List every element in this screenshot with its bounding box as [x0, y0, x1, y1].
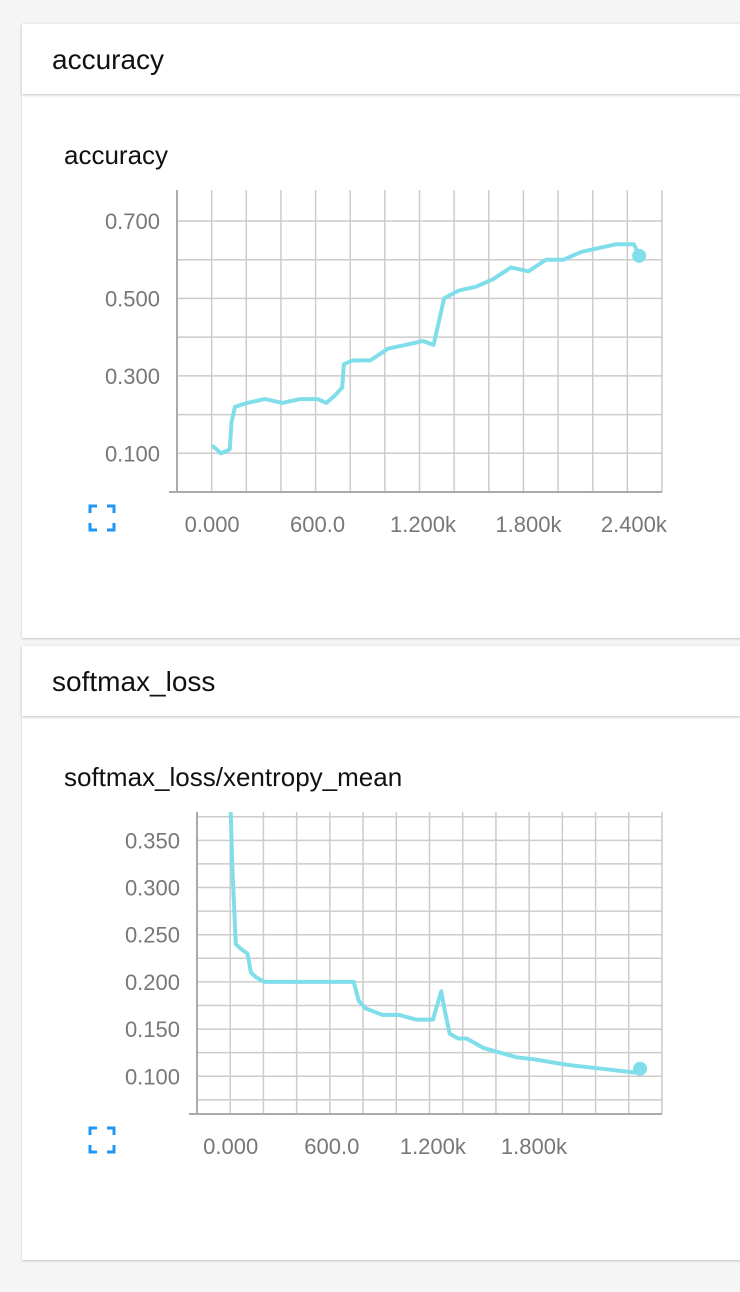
softmax-loss-chart: 0.100 0.150 0.200 0.250 0.300 0.350 0.000 600.0…: [125, 811, 663, 1159]
section-title: softmax_loss: [52, 666, 216, 697]
y-tick-label: 0.350: [125, 828, 180, 853]
x-tick-label: 2.400k: [601, 512, 668, 537]
section-title: accuracy: [52, 44, 165, 75]
x-tick-label: 1.200k: [390, 512, 457, 537]
y-tick-label: 0.200: [125, 970, 180, 995]
x-tick-label: 0.000: [185, 512, 240, 537]
fullscreen-icon[interactable]: [88, 1126, 116, 1154]
series-line: [228, 811, 642, 1075]
series-line: [210, 242, 642, 456]
y-tick-label: 0.100: [125, 1064, 180, 1089]
fullscreen-icon[interactable]: [88, 504, 116, 532]
y-tick-label: 0.300: [125, 876, 180, 901]
softmax-loss-card: softmax_loss/xentropy_mean 0.100 0.150 0.2…: [22, 716, 740, 1260]
y-tick-label: 0.250: [125, 923, 180, 948]
y-tick-label: 0.300: [105, 364, 160, 389]
x-tick-label: 1.800k: [495, 512, 562, 537]
x-tick-label: 600.0: [304, 1134, 359, 1159]
softmax-loss-section-header[interactable]: softmax_loss: [22, 646, 740, 716]
card-title: accuracy: [64, 140, 169, 170]
y-tick-label: 0.700: [105, 209, 160, 234]
x-tick-label: 600.0: [290, 512, 345, 537]
accuracy-section-header[interactable]: accuracy: [22, 24, 740, 94]
y-tick-label: 0.150: [125, 1017, 180, 1042]
x-tick-label: 0.000: [203, 1134, 258, 1159]
x-tick-label: 1.200k: [400, 1134, 467, 1159]
x-tick-label: 1.800k: [501, 1134, 568, 1159]
y-tick-label: 0.500: [105, 286, 160, 311]
series-end-point: [633, 1061, 648, 1076]
accuracy-chart: 0.100 0.300 0.500 0.700 0.000 600.0 1.200k 1.80…: [105, 190, 668, 537]
series-end-point: [632, 248, 647, 263]
accuracy-card: accuracy 0.100 0.300 0.500 0.700 0.000 600.0 1…: [22, 94, 740, 638]
card-title: softmax_loss/xentropy_mean: [64, 762, 403, 792]
y-tick-label: 0.100: [105, 441, 160, 466]
